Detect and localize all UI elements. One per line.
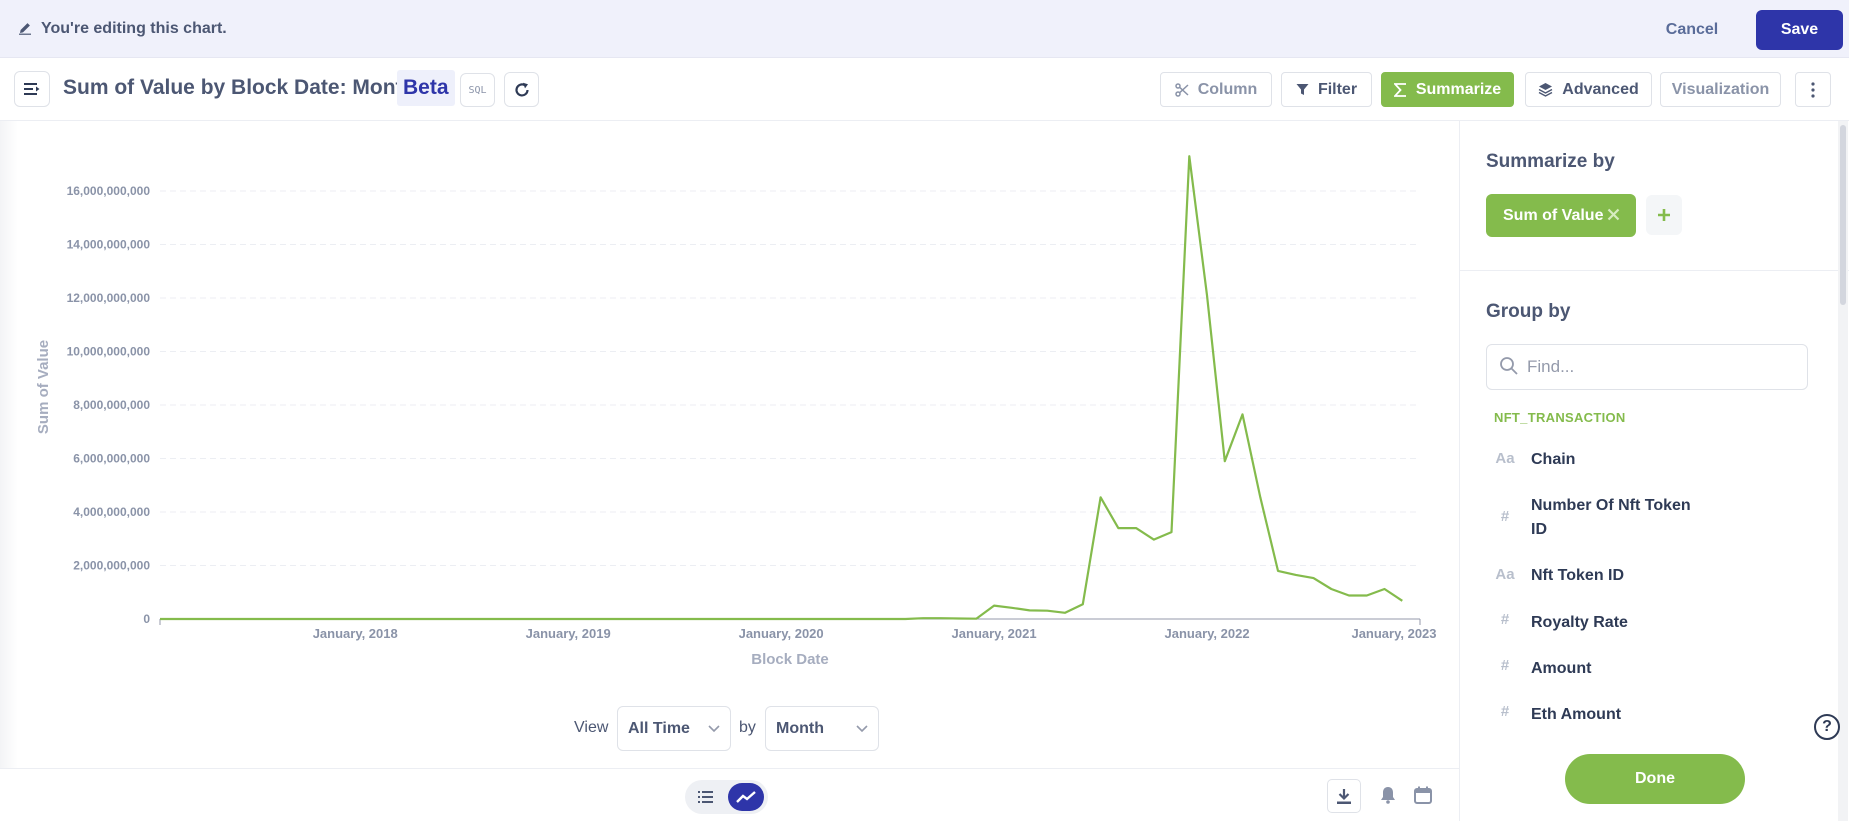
x-tick-label: January, 2022	[1165, 626, 1250, 641]
column-button[interactable]: Column	[1160, 72, 1272, 107]
y-tick-label: 14,000,000,000	[67, 238, 151, 252]
edit-message: You're editing this chart.	[41, 20, 227, 37]
table-icon[interactable]	[697, 788, 715, 806]
chart-view-button[interactable]	[728, 783, 764, 811]
text-type-icon: Aa	[1495, 566, 1515, 583]
close-icon[interactable]	[1607, 208, 1620, 221]
section-divider	[1460, 270, 1849, 271]
summarize-sidebar: Summarize by Sum of Value Group by NFT_T…	[1459, 121, 1849, 821]
line-chart[interactable]: 0 2,000,000,000 4,000,000,000 6,000,000,000…	[0, 121, 1459, 701]
download-icon	[1337, 788, 1351, 804]
y-tick-label: 10,000,000,000	[67, 345, 151, 359]
time-unit-value: Month	[776, 719, 824, 737]
beta-badge: Beta	[397, 70, 455, 106]
group-by-title: Group by	[1486, 301, 1571, 322]
time-unit-select[interactable]: Month	[765, 706, 879, 751]
visualization-button[interactable]: Visualization	[1660, 72, 1781, 107]
chevron-down-icon	[708, 725, 720, 733]
x-tick-label: January, 2019	[526, 626, 611, 641]
field-label: Eth Amount	[1531, 706, 1622, 723]
more-vertical-icon	[1811, 81, 1815, 98]
add-metric-button[interactable]	[1646, 195, 1682, 235]
number-type-icon: #	[1500, 508, 1510, 525]
y-tick-label: 0	[143, 612, 150, 626]
summarize-label: Summarize	[1415, 80, 1502, 98]
x-tick-label: January, 2018	[313, 626, 398, 641]
footer-bar	[0, 768, 1459, 821]
view-label: View	[574, 719, 609, 736]
line-chart-icon	[736, 791, 756, 803]
refresh-button[interactable]	[504, 72, 539, 107]
field-label: Chain	[1531, 451, 1576, 468]
advanced-button[interactable]: Advanced	[1525, 72, 1652, 107]
number-type-icon: #	[1500, 611, 1510, 628]
y-tick-label: 2,000,000,000	[73, 559, 150, 573]
search-box	[1486, 344, 1808, 390]
calendar-icon[interactable]	[1413, 785, 1433, 805]
bell-icon[interactable]	[1378, 785, 1398, 805]
y-tick-label: 4,000,000,000	[73, 505, 150, 519]
x-tick-label: January, 2021	[952, 626, 1037, 641]
x-tick-label: January, 2023	[1351, 626, 1436, 641]
text-type-icon: Aa	[1495, 450, 1515, 467]
layers-icon	[1538, 83, 1553, 97]
column-label: Column	[1197, 80, 1258, 98]
y-tick-label: 8,000,000,000	[73, 398, 150, 412]
view-toggle	[685, 780, 768, 814]
y-tick-label: 16,000,000,000	[67, 184, 151, 198]
page-title: Sum of Value by Block Date: Month	[63, 76, 416, 99]
left-edge-shadow	[0, 121, 18, 821]
field-label: Number Of Nft Token ID	[1531, 497, 1691, 538]
chevron-down-icon	[856, 725, 868, 733]
search-input[interactable]	[1527, 353, 1797, 381]
table-name-label: NFT_TRANSACTION	[1494, 410, 1626, 425]
series-line[interactable]	[160, 155, 1403, 621]
number-type-icon: #	[1500, 657, 1510, 674]
by-label: by	[739, 719, 756, 736]
pencil-icon	[19, 23, 31, 35]
question-header: Sum of Value by Block Date: Month Beta S…	[0, 58, 1849, 121]
sigma-icon	[1393, 82, 1406, 97]
more-options-button[interactable]	[1795, 72, 1831, 107]
time-range-select[interactable]: All Time	[617, 706, 731, 751]
x-tick-label: January, 2020	[739, 626, 824, 641]
metric-chip-label: Sum of Value	[1503, 206, 1604, 224]
sql-button[interactable]: SQL	[460, 73, 495, 107]
refresh-icon	[514, 82, 529, 96]
filter-button[interactable]: Filter	[1281, 72, 1372, 107]
edit-mode-bar: You're editing this chart. Cancel Save	[0, 0, 1849, 58]
field-label: Amount	[1531, 660, 1592, 677]
download-button[interactable]	[1327, 779, 1361, 813]
field-label: Royalty Rate	[1531, 614, 1628, 631]
visualization-label: Visualization	[1671, 80, 1770, 98]
scrollbar[interactable]	[1838, 121, 1848, 821]
filter-label: Filter	[1317, 80, 1358, 98]
sidebar-toggle-button[interactable]	[14, 71, 50, 107]
metric-chip[interactable]: Sum of Value	[1486, 194, 1636, 237]
sidebar-icon	[24, 83, 40, 95]
plus-icon	[1658, 209, 1670, 221]
cancel-button[interactable]: Cancel	[1665, 20, 1719, 38]
save-button[interactable]: Save	[1756, 10, 1843, 50]
scrollbar-thumb[interactable]	[1840, 125, 1846, 305]
scissors-icon	[1174, 82, 1189, 97]
summarize-by-title: Summarize by	[1486, 151, 1615, 172]
y-axis-title: Sum of Value	[35, 340, 52, 434]
field-label: Nft Token ID	[1531, 567, 1625, 584]
y-tick-label: 6,000,000,000	[73, 452, 150, 466]
time-range-value: All Time	[628, 719, 690, 737]
search-icon	[1500, 357, 1518, 375]
number-type-icon: #	[1500, 703, 1510, 720]
summarize-button[interactable]: Summarize	[1381, 72, 1514, 107]
x-axis-title: Block Date	[751, 651, 829, 668]
done-button[interactable]: Done	[1565, 754, 1745, 804]
filter-icon	[1296, 84, 1309, 95]
chart-area	[0, 121, 1459, 768]
help-button[interactable]: ?	[1814, 714, 1840, 740]
y-tick-label: 12,000,000,000	[67, 291, 151, 305]
advanced-label: Advanced	[1562, 80, 1639, 98]
